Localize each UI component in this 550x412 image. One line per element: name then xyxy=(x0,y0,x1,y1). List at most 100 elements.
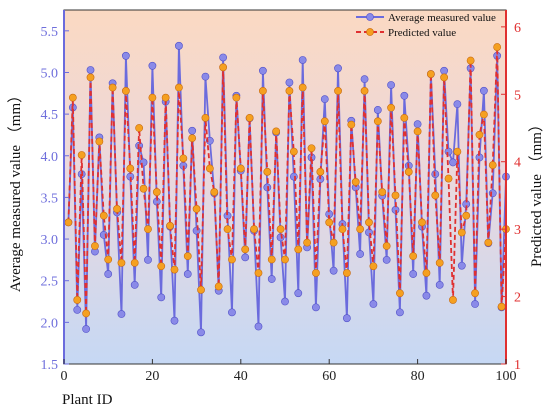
measured-point xyxy=(219,53,228,62)
measured-point xyxy=(329,266,338,275)
predicted-point xyxy=(152,188,161,196)
predicted-point xyxy=(192,205,201,213)
measured-point xyxy=(457,261,466,270)
measured-point xyxy=(267,275,276,283)
y-left-tick-label: 1.5 xyxy=(41,358,59,373)
legend-item-predicted: Predicted value xyxy=(356,27,456,39)
measured-point xyxy=(320,95,329,104)
predicted-point xyxy=(356,225,365,234)
measured-point xyxy=(387,81,395,89)
predicted-point xyxy=(73,296,82,304)
measured-point xyxy=(471,300,479,308)
measured-point xyxy=(148,61,157,70)
measured-point xyxy=(479,86,488,95)
measured-point xyxy=(82,325,90,333)
measured-point xyxy=(192,226,201,235)
predicted-point xyxy=(197,285,205,294)
predicted-point xyxy=(325,218,334,227)
measured-point xyxy=(170,316,179,325)
predicted-point xyxy=(258,87,267,95)
measured-point xyxy=(281,297,289,306)
measured-point xyxy=(298,56,307,64)
predicted-point xyxy=(188,134,197,143)
predicted-point xyxy=(413,127,422,136)
predicted-point xyxy=(440,73,449,82)
y-left-tick-label: 2.5 xyxy=(41,275,59,290)
measured-point xyxy=(228,308,236,317)
predicted-point xyxy=(457,228,466,237)
predicted-point xyxy=(338,225,347,234)
predicted-point xyxy=(493,43,502,51)
measured-point xyxy=(175,41,183,50)
predicted-point xyxy=(82,309,90,318)
measured-point xyxy=(285,78,294,87)
x-tick-label: 40 xyxy=(234,369,248,384)
predicted-point xyxy=(462,211,471,220)
predicted-point xyxy=(334,87,342,95)
predicted-point xyxy=(369,262,378,271)
y-left-tick-label: 5.5 xyxy=(41,25,59,40)
predicted-point xyxy=(183,252,192,261)
y-right-tick-label: 5 xyxy=(514,88,521,103)
predicted-point xyxy=(232,93,241,102)
measured-point xyxy=(444,147,453,156)
measured-point xyxy=(121,51,130,60)
predicted-point xyxy=(272,127,281,136)
y-left-tick-label: 3.5 xyxy=(41,191,59,206)
predicted-point xyxy=(329,238,338,247)
legend-marker-predicted xyxy=(366,28,374,36)
predicted-point xyxy=(281,255,289,264)
measured-point xyxy=(400,91,409,100)
predicted-point xyxy=(161,93,170,102)
predicted-point xyxy=(254,269,263,277)
measured-point xyxy=(130,280,139,289)
predicted-point xyxy=(378,188,387,196)
legend-marker-measured xyxy=(366,13,374,21)
measured-point xyxy=(117,310,126,318)
predicted-point xyxy=(267,255,276,264)
legend: Average measured value Predicted value xyxy=(356,12,496,39)
measured-point xyxy=(373,106,382,114)
predicted-point xyxy=(351,178,360,186)
predicted-point xyxy=(497,302,506,311)
predicted-point xyxy=(166,221,174,230)
predicted-point xyxy=(444,174,453,183)
legend-label-measured: Average measured value xyxy=(388,12,496,24)
predicted-point xyxy=(435,258,444,267)
predicted-point xyxy=(316,167,325,176)
predicted-point xyxy=(91,242,99,250)
measured-point xyxy=(413,120,422,129)
y-right-tick-label: 2 xyxy=(514,291,521,306)
y-right-tick-label: 3 xyxy=(514,223,521,238)
predicted-point xyxy=(148,93,157,102)
y-left-tick-label: 5.0 xyxy=(41,66,59,81)
predicted-polyline xyxy=(67,47,507,314)
measured-point xyxy=(360,75,369,84)
predicted-point xyxy=(488,161,497,169)
y-left-tick-label: 4.0 xyxy=(41,150,59,165)
predicted-point xyxy=(298,83,307,92)
predicted-point xyxy=(409,252,418,261)
measured-point xyxy=(144,255,152,264)
predicted-point xyxy=(104,255,113,264)
predicted-point xyxy=(285,87,294,95)
predicted-point xyxy=(68,93,77,102)
predicted-point xyxy=(471,289,479,298)
measured-point xyxy=(422,291,431,300)
predicted-point xyxy=(449,296,457,304)
y-right-tick-label: 4 xyxy=(514,156,521,171)
x-axis-title: Plant ID xyxy=(62,392,113,408)
legend-label-predicted: Predicted value xyxy=(388,27,456,39)
measured-point xyxy=(258,66,267,75)
measured-point xyxy=(289,172,298,181)
predicted-point xyxy=(312,269,320,277)
predicted-point xyxy=(121,87,130,95)
predicted-point xyxy=(64,218,73,227)
predicted-point xyxy=(453,147,462,156)
x-axis-ticks: 0 20 40 60 80 100 xyxy=(61,359,517,384)
measured-point xyxy=(409,270,418,278)
y-left-tick-label: 4.5 xyxy=(41,108,59,123)
predicted-point xyxy=(130,258,139,267)
x-tick-label: 60 xyxy=(322,369,336,384)
predicted-point xyxy=(214,282,223,291)
